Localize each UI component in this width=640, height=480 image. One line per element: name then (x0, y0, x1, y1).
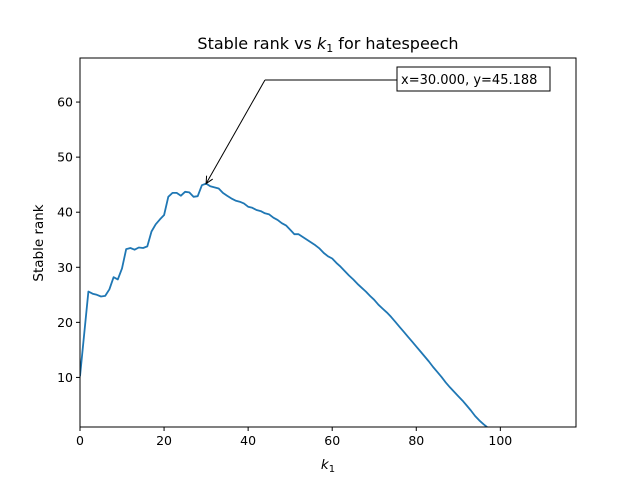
y-axis: 10 20 30 40 50 60 (57, 95, 80, 385)
plot-frame (79, 57, 577, 428)
x-tick-label: 0 (76, 433, 84, 448)
x-axis-title: k1 (321, 457, 335, 475)
annotation-text: x=30.000, y=45.188 (401, 73, 537, 88)
x-tick-label: 80 (408, 433, 424, 448)
annotation-arrowhead (205, 175, 213, 185)
chart-title-symbol: k (317, 34, 327, 53)
y-tick-label: 20 (57, 315, 73, 330)
y-tick-label: 60 (57, 95, 73, 110)
x-axis-title-subscript: 1 (329, 464, 335, 475)
x-tick-label: 40 (240, 433, 256, 448)
plot-area (79, 57, 577, 428)
annotation: x=30.000, y=45.188 (205, 66, 551, 185)
y-tick-label: 50 (57, 150, 73, 165)
y-tick-label: 30 (57, 260, 73, 275)
annotation-arrow-line (205, 79, 266, 184)
x-axis-title-symbol: k (321, 457, 330, 473)
annotation-box (396, 66, 551, 92)
y-axis-title: Stable rank (31, 204, 47, 281)
series-line (80, 182, 489, 427)
chart-title-subscript: 1 (326, 42, 333, 55)
chart-title-suffix: for hatespeech (333, 34, 458, 53)
x-tick-label: 100 (488, 433, 512, 448)
x-axis: 0 20 40 60 80 100 (76, 427, 512, 448)
y-tick-label: 10 (57, 370, 73, 385)
x-tick-label: 20 (156, 433, 172, 448)
x-tick-label: 60 (324, 433, 340, 448)
chart-title: Stable rank vs k1 for hatespeech (197, 34, 458, 55)
y-tick-label: 40 (57, 205, 73, 220)
chart-title-prefix: Stable rank vs (197, 34, 317, 53)
